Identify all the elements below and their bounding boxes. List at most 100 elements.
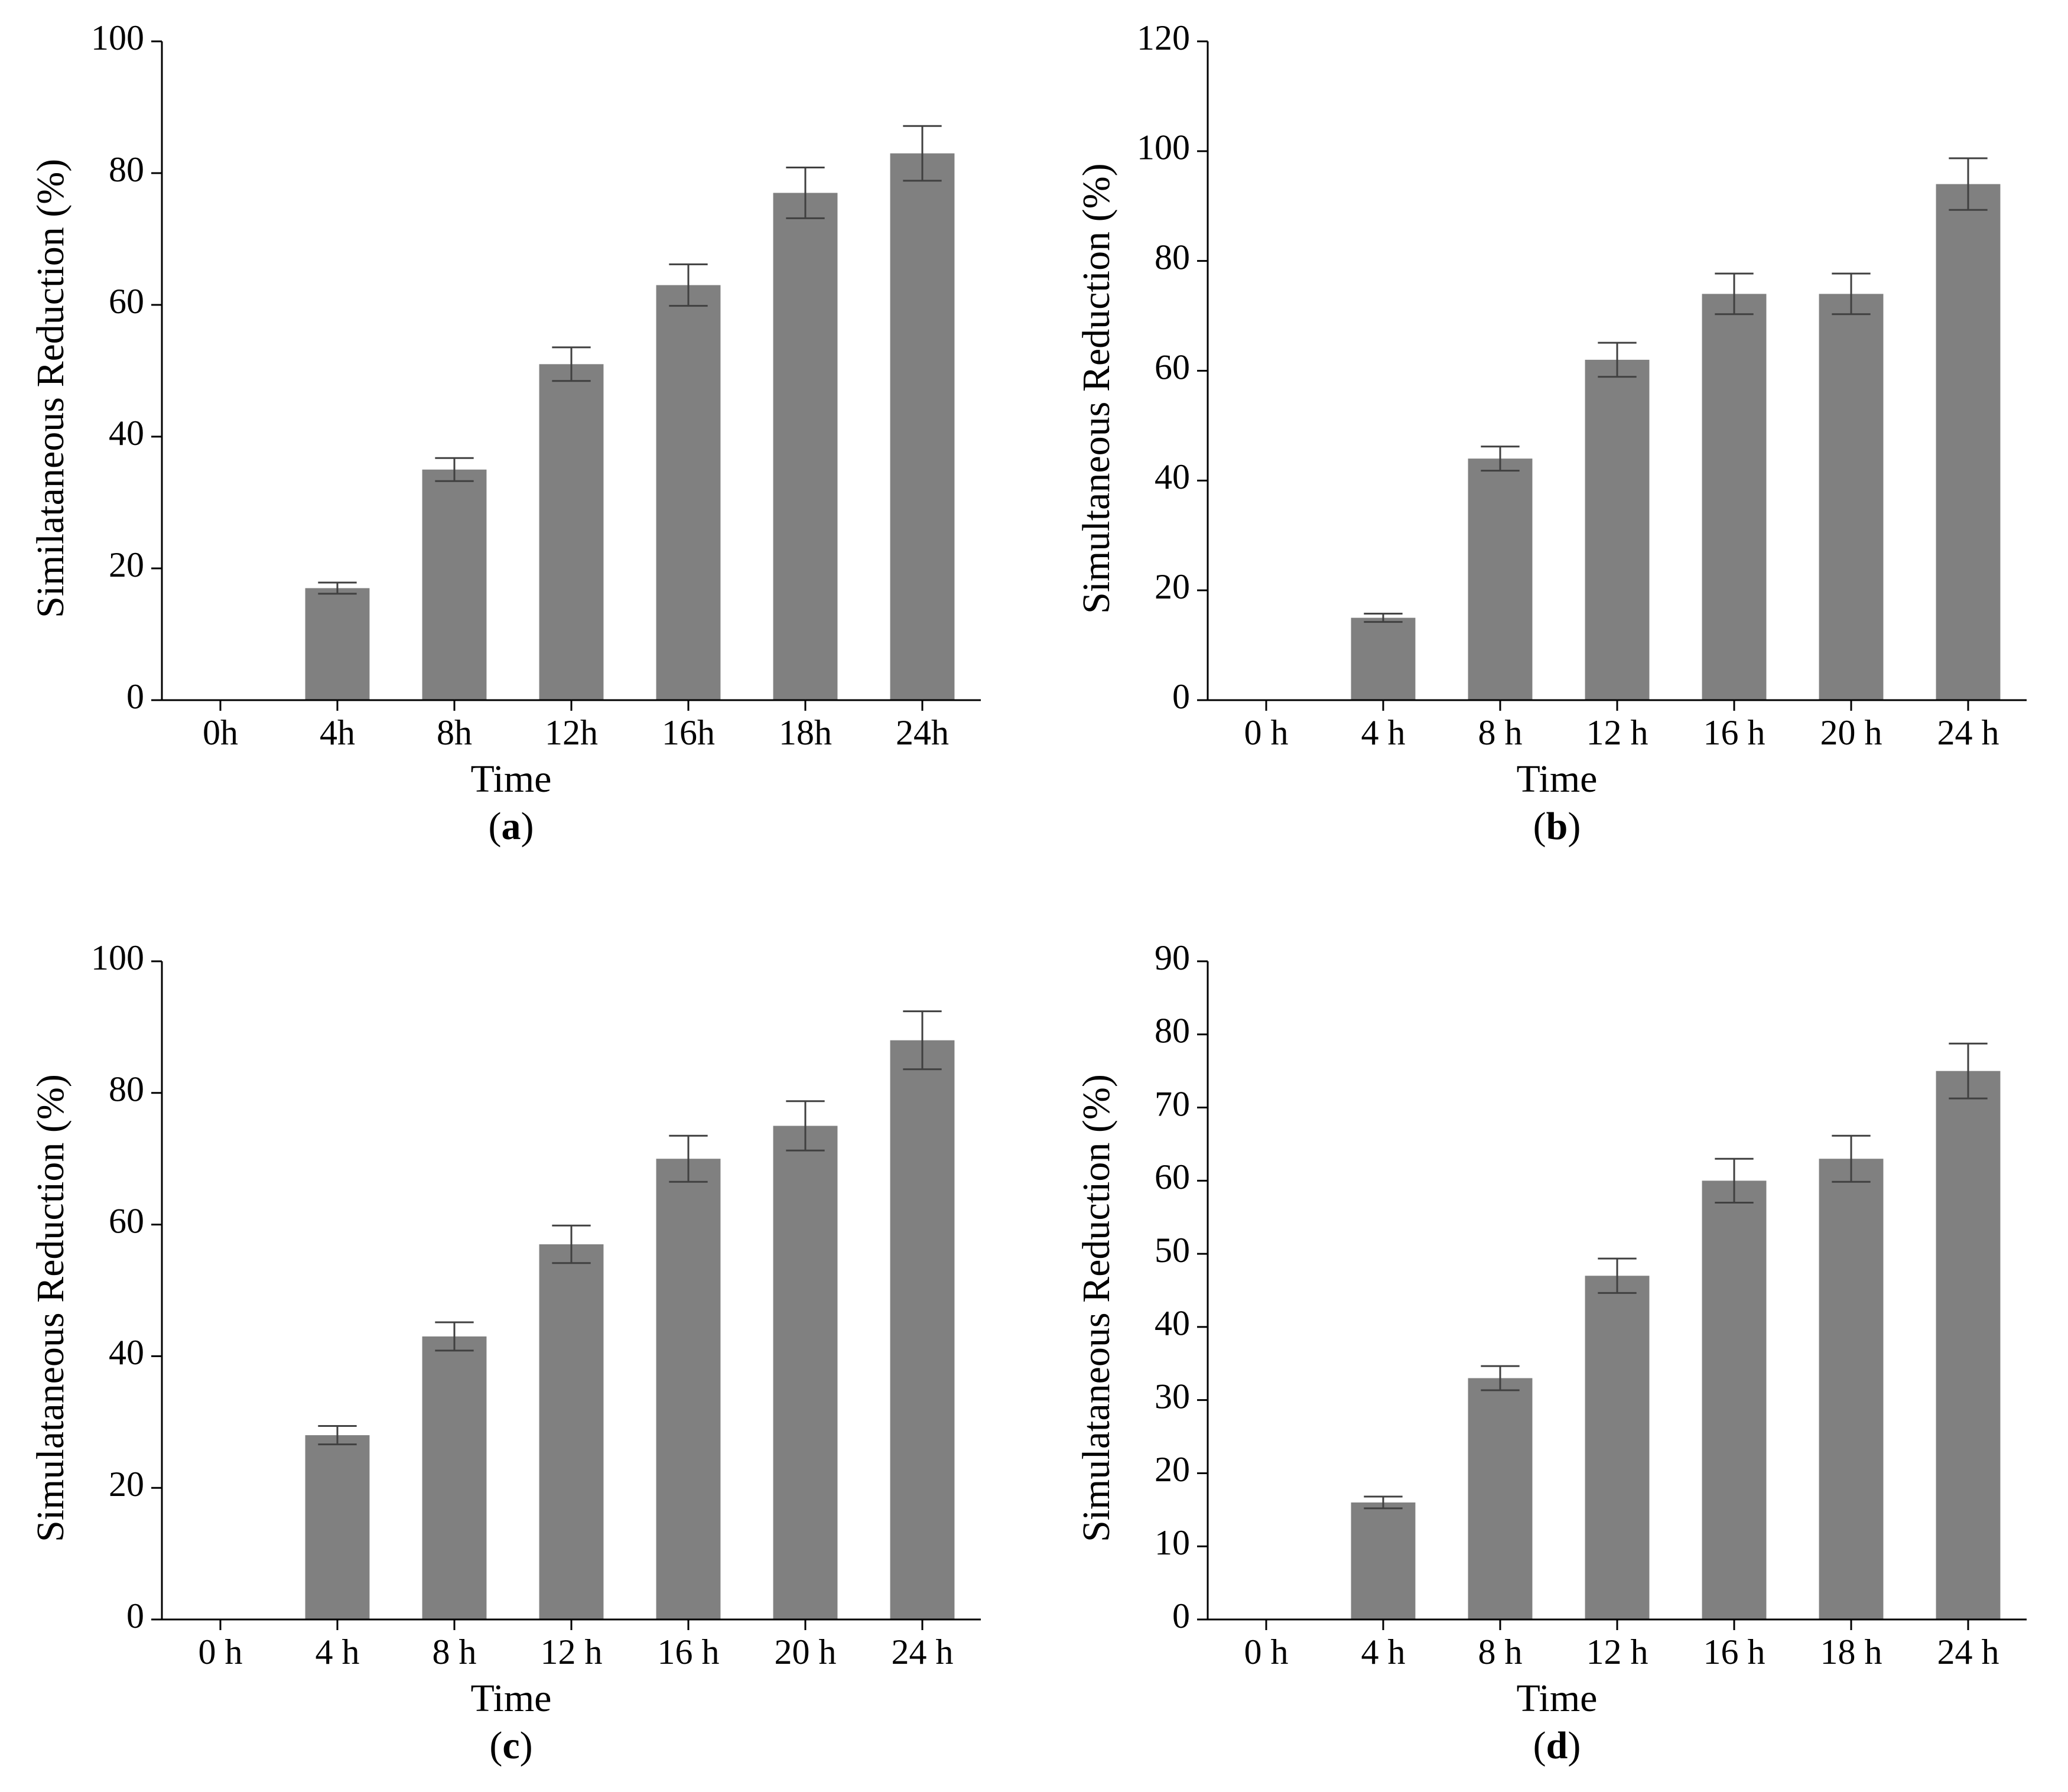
svg-text:4 h: 4 h (316, 1632, 360, 1671)
svg-text:80: 80 (109, 1070, 144, 1109)
bar (422, 470, 487, 700)
svg-text:20: 20 (1155, 567, 1190, 606)
svg-text:4 h: 4 h (1361, 1632, 1406, 1671)
bar (305, 1435, 370, 1619)
svg-text:100: 100 (91, 944, 144, 977)
svg-text:0: 0 (126, 1596, 144, 1635)
svg-text:100: 100 (1137, 128, 1190, 167)
svg-text:8 h: 8 h (433, 1632, 477, 1671)
bar (1585, 1276, 1650, 1619)
svg-text:18 h: 18 h (1820, 1632, 1882, 1671)
svg-text:0 h: 0 h (1244, 1632, 1289, 1671)
svg-text:20: 20 (1155, 1450, 1190, 1489)
subcaption-b: (b) (1533, 804, 1581, 849)
svg-text:12 h: 12 h (541, 1632, 603, 1671)
svg-text:60: 60 (109, 1201, 144, 1240)
svg-text:40: 40 (109, 414, 144, 453)
subcaption-c: (c) (489, 1723, 532, 1768)
svg-text:40: 40 (109, 1333, 144, 1372)
svg-text:0: 0 (1172, 1596, 1190, 1635)
svg-text:12 h: 12 h (1586, 1632, 1648, 1671)
bar (539, 364, 604, 700)
svg-text:50: 50 (1155, 1231, 1190, 1270)
bar (1351, 618, 1416, 700)
bar (773, 1126, 838, 1620)
bar (1936, 184, 2001, 700)
xlabel-c: Time (471, 1676, 552, 1721)
svg-text:70: 70 (1155, 1084, 1190, 1123)
xlabel-a: Time (471, 757, 552, 802)
svg-text:24h: 24h (896, 713, 949, 752)
bar (656, 285, 721, 700)
svg-text:20 h: 20 h (1820, 713, 1882, 752)
svg-text:8h: 8h (437, 713, 472, 752)
svg-text:20 h: 20 h (775, 1632, 837, 1671)
svg-text:0 h: 0 h (1244, 713, 1289, 752)
svg-text:0 h: 0 h (199, 1632, 243, 1671)
bar (1468, 458, 1533, 700)
subcaption-a: (a) (489, 804, 534, 849)
svg-text:24 h: 24 h (1937, 1632, 1999, 1671)
bar (656, 1159, 721, 1619)
svg-text:80: 80 (1155, 1012, 1190, 1051)
panel-b: Simultaneous Reduction (%) 0 20 40 60 80 100 1… (1069, 24, 2044, 849)
bar (1819, 1159, 1884, 1619)
svg-text:0h: 0h (203, 713, 238, 752)
panel-d: Simulataneous Reduction (%) 0 10 20 30 40 50 6… (1069, 944, 2044, 1768)
ylabel-a: Similataneous Reduction (%) (24, 24, 73, 753)
svg-text:24 h: 24 h (1937, 713, 1999, 752)
panel-c: Simulataneous Reduction (%) 0 20 40 60 80 100… (24, 944, 999, 1768)
bar (539, 1244, 604, 1619)
svg-text:120: 120 (1137, 24, 1190, 57)
ylabel-c: Simulataneous Reduction (%) (24, 944, 73, 1673)
bar (773, 193, 838, 700)
svg-text:20: 20 (109, 1465, 144, 1504)
svg-text:0: 0 (126, 677, 144, 716)
panel-a: Similataneous Reduction (%) 0 20 40 60 80 100… (24, 24, 999, 849)
svg-text:60: 60 (109, 282, 144, 321)
svg-text:30: 30 (1155, 1377, 1190, 1416)
xlabel-d: Time (1517, 1676, 1598, 1721)
svg-text:12h: 12h (545, 713, 598, 752)
bar (1702, 294, 1767, 700)
svg-text:40: 40 (1155, 457, 1190, 496)
bar (890, 1040, 955, 1619)
bar (890, 154, 955, 700)
ylabel-b: Simultaneous Reduction (%) (1069, 24, 1119, 753)
bar (1702, 1180, 1767, 1619)
svg-text:16 h: 16 h (658, 1632, 720, 1671)
svg-text:8 h: 8 h (1478, 713, 1523, 752)
svg-text:100: 100 (91, 24, 144, 57)
svg-text:4h: 4h (320, 713, 355, 752)
svg-text:40: 40 (1155, 1304, 1190, 1343)
svg-text:16 h: 16 h (1703, 713, 1765, 752)
bar (422, 1336, 487, 1619)
svg-text:18h: 18h (779, 713, 832, 752)
svg-text:8 h: 8 h (1478, 1632, 1523, 1671)
chart-d: 0 10 20 30 40 50 60 70 80 90 0 h 4 h 8 h 12 h 16 h 18 h… (1119, 944, 2044, 1673)
panel-grid: Similataneous Reduction (%) 020406080100… (0, 0, 2068, 1792)
bar (1585, 360, 1650, 700)
bar (1819, 294, 1884, 700)
svg-text:12 h: 12 h (1586, 713, 1648, 752)
svg-text:10: 10 (1155, 1523, 1190, 1562)
svg-text:60: 60 (1155, 347, 1190, 386)
svg-text:16 h: 16 h (1703, 1632, 1765, 1671)
svg-text:80: 80 (109, 150, 144, 189)
bar (1468, 1378, 1533, 1619)
svg-text:16h: 16h (662, 713, 715, 752)
chart-a: 0 20 40 60 80 100 0h 4h 8h 12h 16h 18h 24h (73, 24, 999, 753)
chart-b: 0 20 40 60 80 100 120 0 h 4 h 8 h 12 h 16 h 20 h 24 h (1119, 24, 2044, 753)
svg-text:60: 60 (1155, 1157, 1190, 1196)
svg-text:0: 0 (1172, 677, 1190, 716)
svg-text:4 h: 4 h (1361, 713, 1406, 752)
svg-text:90: 90 (1155, 944, 1190, 977)
svg-text:24 h: 24 h (892, 1632, 954, 1671)
svg-text:80: 80 (1155, 238, 1190, 277)
ylabel-d: Simulataneous Reduction (%) (1069, 944, 1119, 1673)
xlabel-b: Time (1517, 757, 1598, 802)
bar (1351, 1502, 1416, 1619)
chart-c: 0 20 40 60 80 100 0 h 4 h 8 h 12 h 16 h 20 h 24 h (73, 944, 999, 1673)
bar (305, 588, 370, 700)
svg-text:20: 20 (109, 545, 144, 584)
